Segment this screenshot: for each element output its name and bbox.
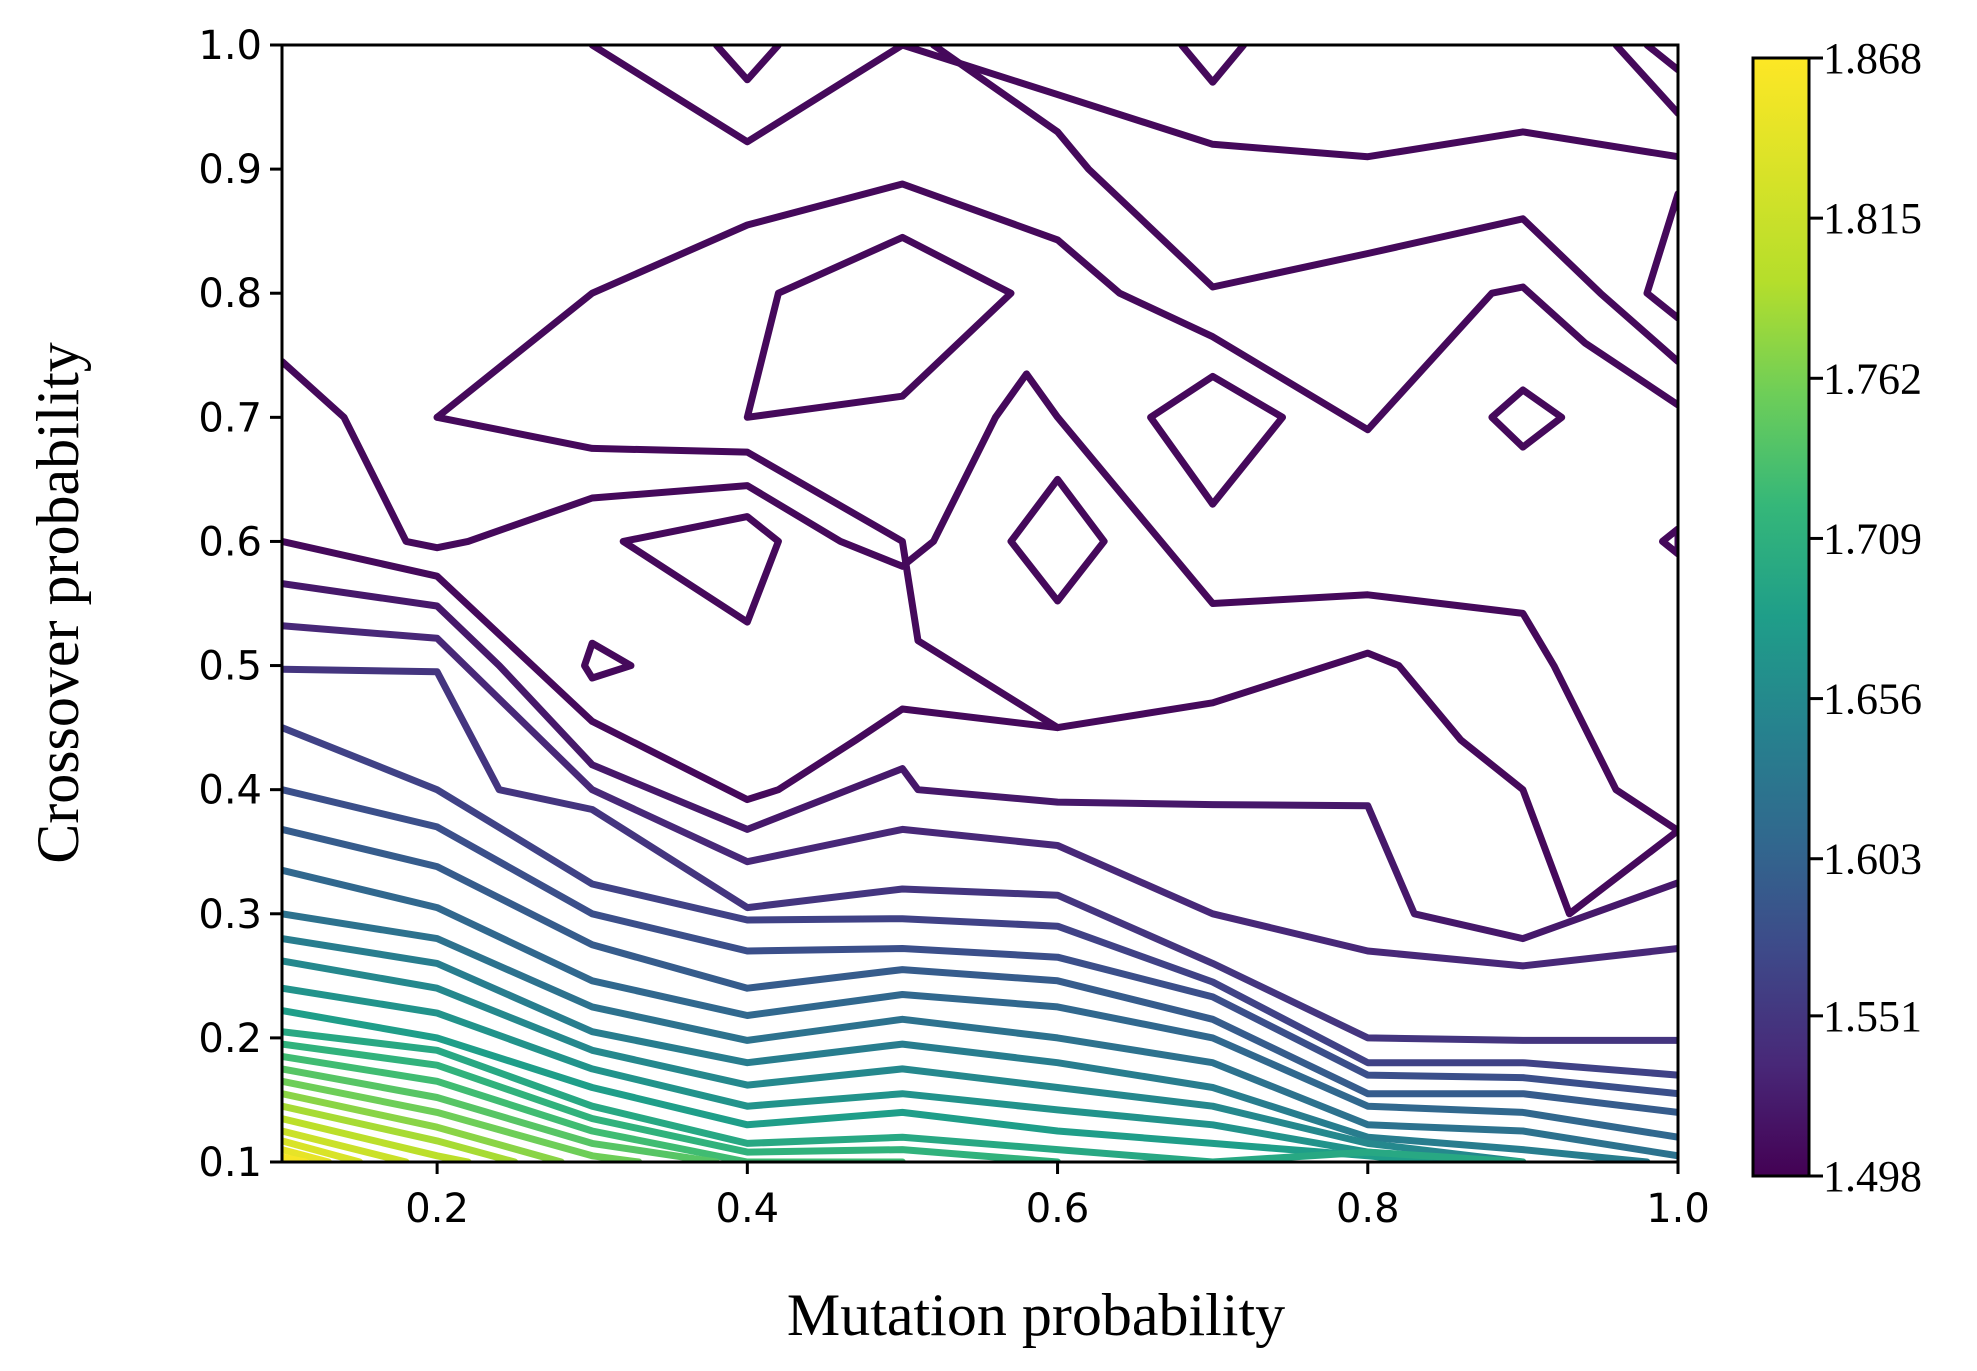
- contour-line: [1643, 190, 1678, 322]
- contour-lines: [282, 45, 1678, 1162]
- colorbar-ticks: 1.868 1.815 1.762 1.709 1.656 1.603 1.551 1.498: [1809, 34, 1922, 1201]
- y-tick-label: 1.0: [198, 23, 262, 69]
- colorbar-gradient: [1751, 56, 1811, 1178]
- y-tick-label: 0.6: [198, 519, 262, 565]
- contour-line: [1643, 45, 1678, 74]
- contour-line: [282, 1065, 720, 1162]
- contour-line: [743, 233, 1015, 421]
- contour-line: [619, 513, 782, 626]
- contour-line: [1007, 475, 1108, 605]
- x-axis: 0.2 0.4 0.6 0.8 1.0: [405, 1162, 1710, 1232]
- y-tick-label: 0.3: [198, 892, 262, 938]
- contour-line: [282, 1077, 643, 1162]
- contour-line: [282, 724, 1678, 1079]
- contour-line: [1488, 386, 1566, 451]
- contour-line: [282, 910, 1678, 1160]
- plot-area: [280, 43, 1680, 1164]
- contour-line: [1178, 45, 1248, 86]
- y-tick-label: 0.4: [198, 768, 262, 814]
- contour-line: [898, 45, 1678, 161]
- colorbar-tick-label: 1.815: [1823, 194, 1922, 243]
- contour-line: [282, 1146, 332, 1162]
- contour-line: [282, 1127, 410, 1162]
- plot-frame: [280, 43, 1680, 1164]
- contour-line: [433, 180, 1678, 434]
- contour-line: [282, 1090, 565, 1162]
- y-tick-label: 0.7: [198, 395, 262, 441]
- contour-line: [1659, 525, 1678, 558]
- colorbar: 1.868 1.815 1.762 1.709 1.656 1.603 1.551 1.498: [1751, 34, 1922, 1201]
- contour-line: [282, 1102, 519, 1162]
- contour-line: [282, 1115, 472, 1162]
- contour-line: [282, 358, 1678, 835]
- contour-line: [1612, 45, 1678, 117]
- x-tick-label: 0.4: [716, 1186, 780, 1232]
- contour-line: [282, 1137, 364, 1162]
- contour-line: [282, 1007, 1434, 1162]
- colorbar-tick-label: 1.709: [1823, 514, 1922, 563]
- y-tick-label: 0.1: [198, 1140, 262, 1186]
- y-tick-label: 0.5: [198, 644, 262, 690]
- contour-line: [282, 786, 1678, 1098]
- x-tick-label: 0.2: [405, 1186, 469, 1232]
- y-tick-label: 0.8: [198, 271, 262, 317]
- contour-line: [930, 45, 1678, 365]
- contour-line: [282, 825, 1678, 1116]
- contour-line: [282, 622, 1678, 970]
- x-tick-label: 1.0: [1646, 1186, 1710, 1232]
- contour-line: [282, 665, 1678, 1044]
- contour-line: [433, 413, 1062, 732]
- x-tick-label: 0.8: [1336, 1186, 1400, 1232]
- colorbar-tick-label: 1.551: [1823, 992, 1922, 1041]
- colorbar-tick-label: 1.762: [1823, 354, 1922, 403]
- x-axis-label: Mutation probability: [787, 1282, 1285, 1348]
- contour-line: [282, 1053, 906, 1162]
- contour-line: [588, 45, 906, 146]
- contour-line: [282, 935, 1651, 1162]
- colorbar-tick-label: 1.603: [1823, 835, 1922, 884]
- contour-line: [581, 639, 635, 682]
- contour-line: [282, 957, 1527, 1162]
- contour-line: [282, 866, 1678, 1141]
- contour-line: [282, 580, 1678, 943]
- contour-line: [282, 1040, 1062, 1162]
- contour-line: [712, 45, 782, 84]
- contour-line: [282, 984, 1496, 1162]
- colorbar-tick-label: 1.498: [1823, 1152, 1922, 1201]
- y-tick-label: 0.2: [198, 1016, 262, 1062]
- colorbar-tick-label: 1.868: [1823, 34, 1922, 83]
- y-tick-label: 0.9: [198, 147, 262, 193]
- y-axis-label: Crossover probability: [25, 342, 91, 864]
- contour-line: [282, 1028, 1527, 1162]
- colorbar-tick-label: 1.656: [1823, 675, 1922, 724]
- y-axis: 0.1 0.2 0.3 0.4 0.5 0.6 0.7 0.8 0.9 1.0: [198, 23, 282, 1186]
- contour-filled-region: [1147, 372, 1286, 508]
- x-tick-label: 0.6: [1026, 1186, 1090, 1232]
